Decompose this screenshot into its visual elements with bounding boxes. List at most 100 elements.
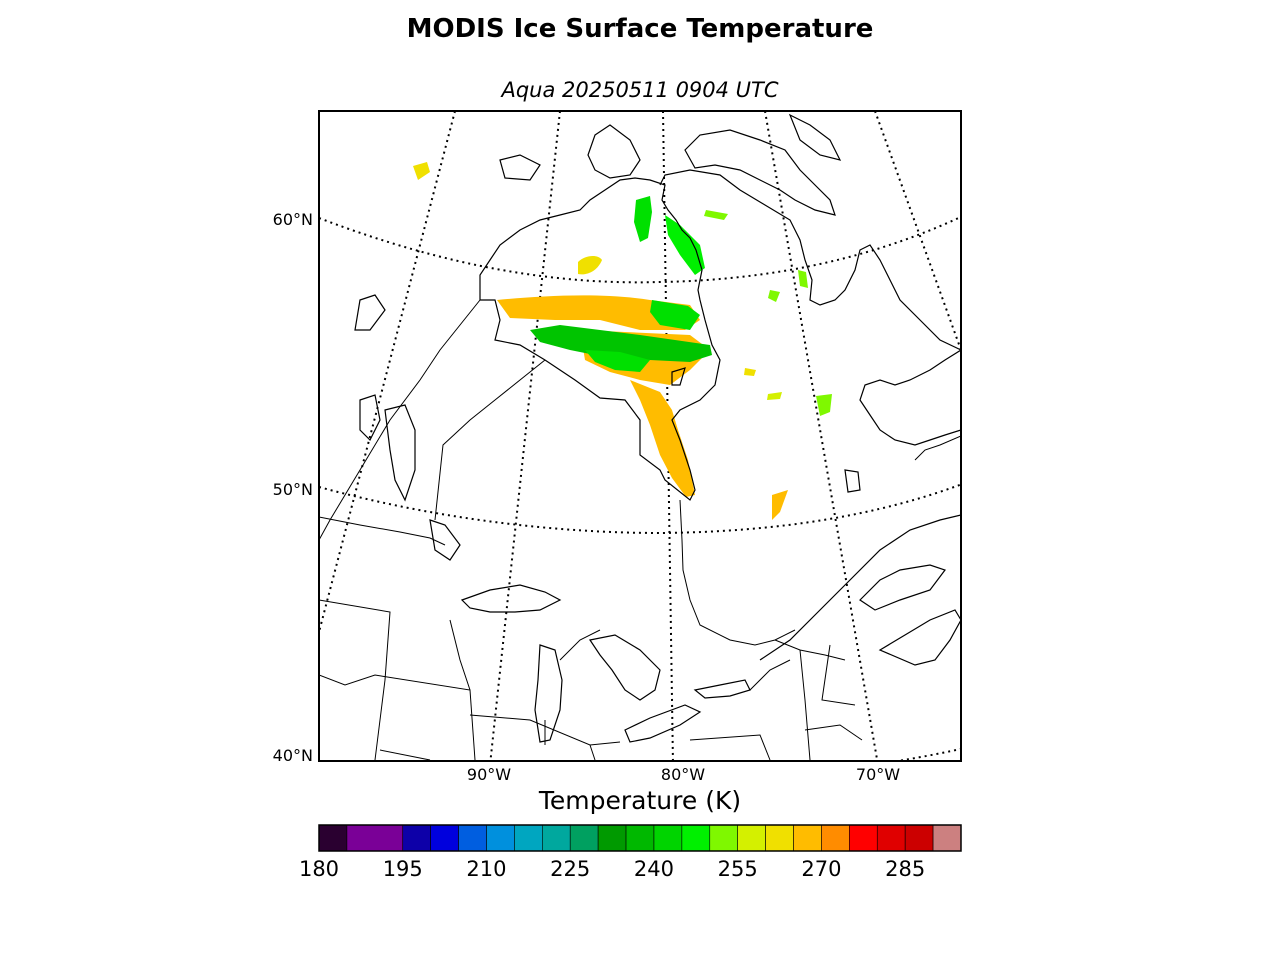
gridline-80w [662, 111, 674, 761]
colorbar-tick-label: 240 [634, 857, 674, 881]
data-region-lake-mid2 [767, 392, 782, 400]
border-manitoba-ontario [319, 299, 481, 541]
data-region-lake-mid [744, 368, 756, 376]
colorbar-tick-label: 270 [801, 857, 841, 881]
colorbar-bin-4 [458, 824, 487, 852]
data-region-small-west [413, 162, 430, 180]
border-us-states-4 [379, 749, 431, 761]
st-lawrence-gulf [759, 514, 961, 661]
data-region-green-east-2 [798, 270, 808, 288]
colorbar-bin-16 [793, 824, 822, 852]
data-region-green-north-1 [634, 196, 652, 242]
colorbar-tick-label: 195 [383, 857, 423, 881]
colorbar-bin-5 [486, 824, 515, 852]
colorbar-ticks: 180 195 210 225 240 255 270 285 [299, 857, 925, 881]
colorbar-frame [318, 824, 962, 852]
data-region-hudson-bay-south [497, 295, 700, 330]
figure-subtitle: Aqua 20250511 0904 UTC [501, 78, 779, 102]
great-lakes-superior [460, 584, 562, 613]
colorbar-bin-17 [821, 824, 850, 852]
lat-label-40n: 40°N [273, 746, 313, 765]
west-lake-2 [384, 404, 416, 502]
coastlines [354, 113, 961, 743]
longitude-gridlines [319, 111, 961, 761]
colorbar-bin-20 [904, 824, 934, 852]
border-ontario-diag [434, 359, 546, 521]
lon-label-80w: 80°W [661, 765, 705, 784]
colorbar [318, 824, 962, 852]
border-quebec-labrador [914, 435, 961, 461]
colorbar-bin-0 [318, 824, 348, 852]
colorbar-tick-label: 225 [550, 857, 590, 881]
border-ohio [589, 744, 596, 761]
lat-label-60n: 60°N [273, 210, 313, 229]
figure-title: MODIS Ice Surface Temperature [406, 14, 874, 44]
border-us-states-5 [799, 649, 811, 761]
colorbar-bin-2 [402, 824, 431, 852]
north-island-2 [788, 113, 842, 161]
lake-nipigon-area [429, 519, 461, 561]
colorbar-bin-3 [430, 824, 459, 852]
data-region-lake-east [772, 490, 788, 520]
data-region-james-bay [630, 380, 695, 497]
north-island-1 [499, 154, 541, 181]
gridline-50n [319, 483, 961, 535]
great-lakes-huron [589, 634, 661, 701]
colorbar-tick-label: 255 [718, 857, 758, 881]
lon-label-70w: 70°W [856, 765, 900, 784]
nova-scotia [878, 609, 961, 666]
colorbar-bin-9 [597, 824, 627, 852]
great-lakes-michigan [534, 644, 563, 743]
colorbar-tick-label: 180 [299, 857, 339, 881]
ice-temperature-data-green [530, 196, 832, 416]
border-minnesota [449, 619, 471, 691]
gridline-60n [319, 215, 961, 284]
colorbar-bin-13 [709, 824, 738, 852]
border-ontario-quebec [679, 499, 796, 646]
lon-label-90w: 90°W [467, 765, 511, 784]
map-frame [318, 110, 962, 762]
lat-label-50n: 50°N [273, 480, 313, 499]
colorbar-bin-11 [653, 824, 683, 852]
james-bay-island [671, 367, 686, 386]
border-canada-us-west [319, 516, 446, 546]
border-us-states-3 [469, 714, 621, 746]
data-region-green-north-3 [704, 210, 728, 220]
southampton-island [587, 124, 641, 179]
colorbar-bin-18 [849, 824, 878, 852]
border-quebec-us [774, 639, 846, 661]
border-ny [749, 659, 791, 691]
political-borders [319, 299, 961, 761]
gridline-70w [764, 111, 879, 761]
border-us-states-6 [821, 644, 856, 706]
gaspe-coast [859, 564, 946, 611]
baffin-island [684, 129, 836, 216]
data-region-green-east-1 [816, 394, 832, 416]
data-region-green-small [768, 290, 780, 302]
colorbar-bin-14 [737, 824, 766, 852]
colorbar-bin-7 [542, 824, 571, 852]
colorbar-bin-15 [765, 824, 794, 852]
colorbar-tick-label: 285 [885, 857, 925, 881]
colorbar-bin-21 [932, 824, 962, 852]
data-region-green-band-1 [530, 325, 712, 362]
data-region-green-north-2 [665, 215, 705, 275]
data-region-green-band-2 [585, 350, 650, 372]
border-us-states-2 [319, 674, 476, 761]
colorbar-bin-10 [625, 824, 655, 852]
colorbar-bin-6 [514, 824, 543, 852]
hudson-bay-coast [479, 177, 721, 501]
west-lakes-winnipeg [354, 294, 386, 331]
labrador-coast [859, 349, 961, 446]
border-us-states-1 [319, 599, 391, 761]
colorbar-label: Temperature (K) [538, 786, 742, 815]
data-region-green-hudson-top [650, 300, 700, 330]
colorbar-bin-1 [346, 824, 404, 852]
border-us-ne [804, 724, 863, 741]
colorbar-bin-19 [876, 824, 906, 852]
border-usa-michigan [559, 629, 601, 661]
hudson-strait-coast [659, 169, 961, 351]
gridline-60w [874, 111, 961, 351]
latitude-gridlines [319, 215, 961, 761]
border-pa [689, 734, 771, 761]
